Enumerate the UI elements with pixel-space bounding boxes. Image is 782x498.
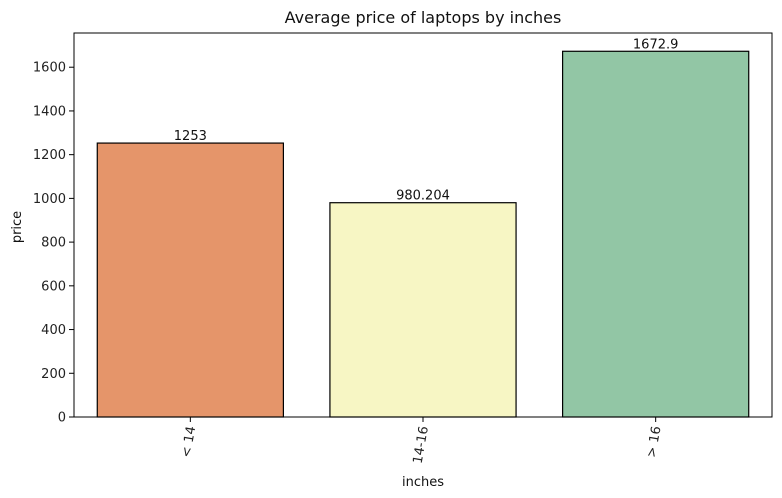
y-tick-label: 1600 — [33, 61, 66, 76]
bars-group: 1253 980.204 1672.9 — [96, 37, 750, 418]
y-tick-label: 800 — [41, 236, 66, 251]
bar — [329, 202, 517, 418]
bar — [561, 50, 750, 418]
y-tick-label: 200 — [41, 367, 66, 382]
x-tick-label: 14-16 — [411, 425, 432, 465]
y-tick-label: 1400 — [33, 104, 66, 119]
plot-frame — [73, 32, 773, 418]
y-axis: 0 200 400 600 800 1000 1200 1400 1600 — [33, 61, 74, 426]
x-axis: < 14 14-16 > 16 — [179, 417, 665, 465]
chart-title: Average price of laptops by inches — [285, 8, 562, 27]
bar — [96, 142, 285, 418]
x-tick-label: < 14 — [179, 425, 199, 459]
y-tick-label: 1200 — [33, 148, 66, 163]
bar-value-label: 1253 — [174, 129, 207, 144]
y-tick-label: 0 — [58, 411, 66, 426]
x-axis-label: inches — [402, 475, 444, 490]
y-tick-label: 400 — [41, 323, 66, 338]
y-tick-label: 1000 — [33, 192, 66, 207]
y-axis-label: price — [10, 211, 25, 243]
y-tick-label: 600 — [41, 279, 66, 294]
x-tick-label: > 16 — [644, 425, 664, 459]
bar-value-label: 1672.9 — [633, 37, 679, 52]
bar-value-label: 980.204 — [396, 189, 450, 204]
